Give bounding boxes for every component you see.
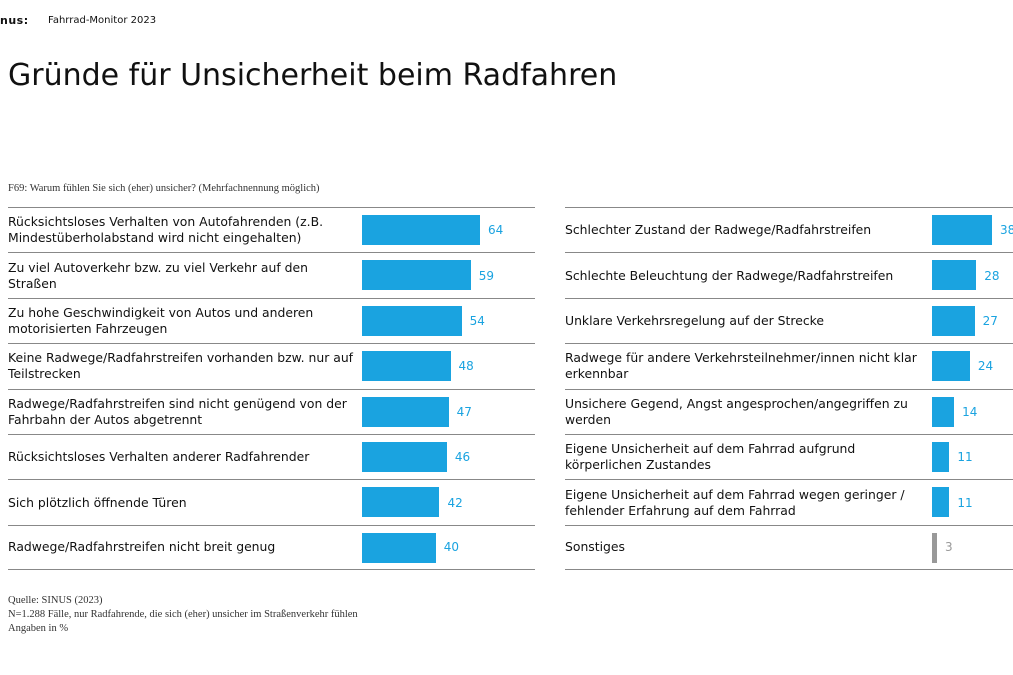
chart-row: Radwege/Radfahrstreifen sind nicht genüg…: [8, 388, 535, 434]
data-label: 24: [977, 359, 994, 374]
category-label: Radwege/Radfahrstreifen nicht breit genu…: [8, 539, 276, 555]
chart-row: Unklare Verkehrsregelung auf der Strecke…: [565, 297, 1013, 343]
chart-row: Radwege/Radfahrstreifen nicht breit genu…: [8, 524, 535, 571]
chart-row: Rücksichtsloses Verhalten von Autofahren…: [8, 207, 535, 252]
chart-row: Schlechte Beleuchtung der Radwege/Radfah…: [565, 252, 1013, 297]
data-label: 42: [447, 495, 463, 510]
bar: [362, 487, 440, 518]
chart-row: Radwege für andere Verkehrsteilnehmer/in…: [565, 343, 1013, 388]
data-label: 48: [458, 359, 474, 374]
category-label: Eigene Unsicherheit auf dem Fahrrad aufg…: [565, 441, 856, 473]
category-label: Zu hohe Geschwindigkeit von Autos und an…: [8, 304, 314, 336]
chart-row: Rücksichtsloses Verhalten anderer Radfah…: [8, 433, 535, 479]
bar: [362, 215, 480, 245]
data-label: 40: [443, 540, 460, 555]
data-label: 47: [456, 404, 472, 419]
category-label: Keine Radwege/Radfahrstreifen vorhanden …: [8, 350, 354, 382]
category-label: Sich plötzlich öffnende Türen: [8, 494, 187, 510]
chart-row: Sonstiges 3: [565, 524, 1013, 571]
chart-right-column: Schlechter Zustand der Radwege/Radfahrst…: [565, 207, 1013, 571]
bar: [362, 396, 449, 427]
category-label: Sonstiges: [565, 539, 625, 555]
bar: [932, 260, 977, 291]
bar: [932, 351, 970, 382]
category-label: Radwege/Radfahrstreifen sind nicht genüg…: [8, 395, 347, 427]
chart-row: Eigene Unsicherheit auf dem Fahrrad aufg…: [565, 433, 1013, 479]
bar: [932, 215, 992, 245]
page-title: Gründe für Unsicherheit beim Radfahren: [8, 58, 618, 93]
bar: [932, 487, 950, 518]
bar: [362, 351, 451, 382]
data-label: 11: [957, 495, 973, 510]
category-label: Schlechter Zustand der Radwege/Radfahrst…: [565, 222, 872, 238]
category-label: Radwege für andere Verkehrsteilnehmer/in…: [565, 350, 917, 382]
data-label: 46: [454, 450, 471, 465]
bar: [362, 532, 436, 563]
category-label: Zu viel Autoverkehr bzw. zu viel Verkehr…: [8, 259, 308, 291]
data-label: 54: [469, 313, 485, 328]
data-label: 27: [982, 313, 998, 328]
chart-row: Zu viel Autoverkehr bzw. zu viel Verkehr…: [8, 252, 535, 297]
brand-logo: nus:: [0, 14, 29, 27]
data-label: 59: [478, 268, 495, 283]
chart-row: Eigene Unsicherheit auf dem Fahrrad wege…: [565, 479, 1013, 524]
data-label: 14: [962, 404, 978, 419]
data-label: 64: [488, 223, 504, 238]
category-label: Rücksichtsloses Verhalten von Autofahren…: [8, 214, 324, 246]
bar: [932, 396, 955, 427]
category-label: Unsichere Gegend, Angst angesprochen/ang…: [565, 395, 908, 427]
data-label: 3: [945, 540, 953, 555]
category-label: Rücksichtsloses Verhalten anderer Radfah…: [8, 449, 310, 465]
chart-row: Keine Radwege/Radfahrstreifen vorhanden …: [8, 343, 535, 388]
category-label: Unklare Verkehrsregelung auf der Strecke: [565, 312, 824, 328]
sample-note: N=1.288 Fälle, nur Radfahrende, die sich…: [8, 609, 358, 620]
chart-row: Schlechter Zustand der Radwege/Radfahrst…: [565, 207, 1013, 252]
chart-row: Sich plötzlich öffnende Türen 42: [8, 479, 535, 524]
chart-left-column: Rücksichtsloses Verhalten von Autofahren…: [8, 207, 535, 571]
bar: [362, 260, 471, 291]
chart-footer: Quelle: SINUS (2023) N=1.288 Fälle, nur …: [8, 594, 358, 636]
data-label: 28: [984, 268, 1000, 283]
chart-row: Zu hohe Geschwindigkeit von Autos und an…: [8, 297, 535, 343]
unit-note: Angaben in %: [8, 623, 69, 634]
bar: [932, 305, 975, 336]
survey-question: F69: Warum fühlen Sie sich (eher) unsich…: [8, 183, 320, 194]
category-label: Schlechte Beleuchtung der Radwege/Radfah…: [565, 267, 894, 283]
data-label: 11: [957, 450, 973, 465]
chart-row: Unsichere Gegend, Angst angesprochen/ang…: [565, 388, 1013, 434]
source-note: Quelle: SINUS (2023): [8, 595, 103, 606]
bar: [932, 441, 950, 472]
category-label: Eigene Unsicherheit auf dem Fahrrad wege…: [565, 486, 905, 518]
bar: [362, 305, 462, 336]
report-name: Fahrrad-Monitor 2023: [48, 15, 157, 26]
bar: [362, 441, 447, 472]
data-label: 38: [1000, 223, 1013, 238]
bar: [932, 532, 937, 563]
